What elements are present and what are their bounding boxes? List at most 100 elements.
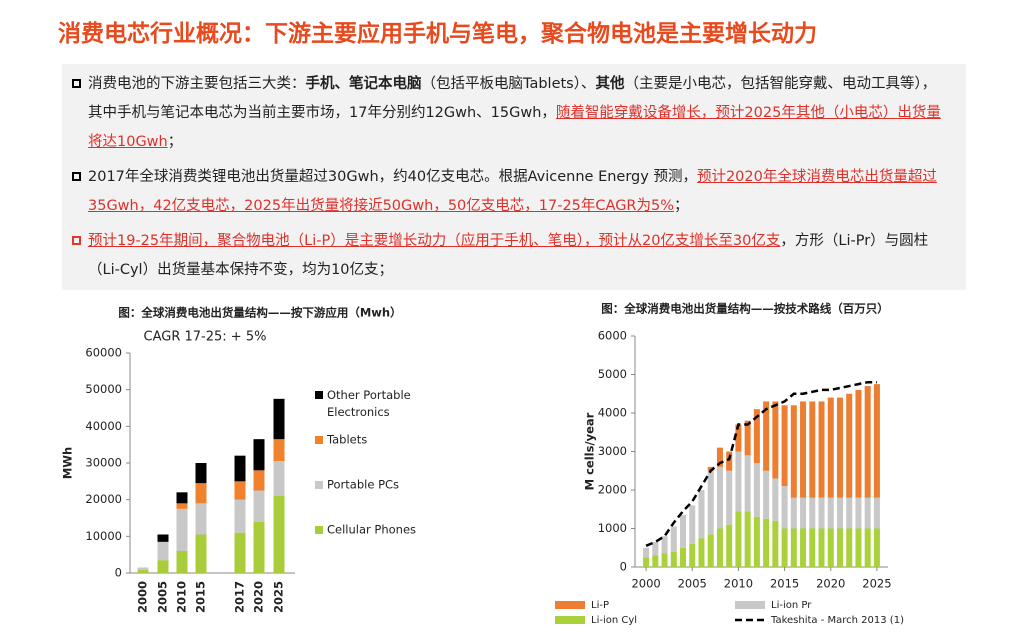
bar-segment (781, 405, 788, 487)
bar-segment (157, 534, 169, 542)
y-tick-label: 1000 (598, 521, 627, 535)
bullet-marker (72, 236, 81, 245)
bar-segment (827, 528, 834, 567)
bullet-text: ； (167, 134, 183, 150)
legend-label: Li-ion Cyl (591, 615, 637, 626)
bar-segment (836, 528, 843, 567)
y-tick-label: 6000 (598, 329, 627, 343)
bullet-marker (72, 172, 81, 181)
bar-segment (735, 451, 742, 512)
bar-segment (234, 499, 246, 533)
bar-segment (176, 503, 188, 509)
bar-segment (855, 389, 862, 498)
legend-label: Takeshita - March 2013 (1) (770, 615, 904, 626)
y-tick-label: 0 (620, 560, 627, 574)
bullet-text: 预计19-25年期间，聚合物电池（Li-P）是主要增长动力（应用于手机、笔电），… (88, 233, 781, 249)
bar-segment (809, 401, 816, 498)
bar-segment (273, 439, 285, 462)
y-tick-label: 10000 (85, 529, 122, 543)
bar-segment (864, 497, 871, 529)
y-tick-label: 0 (115, 566, 122, 580)
y-tick-label: 50000 (85, 382, 122, 396)
bar-segment (195, 483, 207, 504)
bullet-text: （主要是小电芯，包括智能穿戴、电动工具等），其中手机与笔记本电芯为当前主要市场，… (88, 76, 937, 121)
legend-swatch (315, 526, 323, 534)
bullet: 2017年全球消费类锂电池出货量超过30Gwh，约40亿支电芯。根据Avicen… (62, 157, 966, 221)
bar-segment (716, 447, 723, 467)
bullet: 预计19-25年期间，聚合物电池（Li-P）是主要增长动力（应用于手机、笔电），… (62, 221, 966, 285)
legend-swatch (315, 436, 323, 444)
bullet-text: 消费电池的下游主要包括三大类： (88, 76, 306, 92)
bar-segment (253, 521, 265, 573)
y-tick-label: 3000 (598, 444, 627, 458)
bar-segment (137, 567, 149, 571)
bar-segment (753, 409, 760, 464)
bar-segment (137, 570, 149, 573)
y-axis-label: M cells/year (583, 412, 597, 490)
bar-segment (670, 526, 677, 552)
bar-segment (716, 528, 723, 567)
bar-segment (643, 557, 650, 567)
bar-segment (855, 528, 862, 567)
bar-segment (652, 541, 659, 556)
x-tick-label: 2000 (631, 577, 660, 591)
bar-segment (253, 490, 265, 522)
bar-segment (772, 520, 779, 567)
x-tick-label: 2010 (175, 581, 189, 613)
bar-segment (763, 401, 770, 471)
bar-segment (763, 470, 770, 519)
bar-segment (698, 538, 705, 567)
bar-segment (818, 401, 825, 498)
y-tick-label: 60000 (85, 346, 122, 360)
y-tick-label: 5000 (598, 367, 627, 381)
bar-segment (781, 528, 788, 567)
bar-segment (273, 496, 285, 573)
bar-segment (234, 532, 246, 573)
x-tick-label: 2025 (272, 581, 286, 613)
bar-segment (157, 541, 169, 561)
bar-segment (864, 528, 871, 567)
bar-segment (253, 470, 265, 491)
bar-segment (800, 401, 807, 498)
bar-segment (176, 492, 188, 504)
bar-segment (680, 515, 687, 548)
bar-segment (772, 478, 779, 521)
bar-segment (827, 397, 834, 498)
bar-segment (846, 528, 853, 567)
legend-label: Cellular Phones (327, 523, 416, 537)
bar-segment (670, 551, 677, 567)
bar-segment (176, 508, 188, 551)
bar-segment (809, 528, 816, 567)
bar-segment (680, 547, 687, 567)
bar-segment (726, 451, 733, 471)
x-tick-label: 2000 (136, 581, 150, 613)
bullet-marker (72, 79, 81, 88)
bar-segment (836, 497, 843, 529)
bar-segment (157, 560, 169, 573)
bar-segment (735, 511, 742, 567)
bar-segment (273, 461, 285, 496)
bar-segment (827, 497, 834, 529)
legend-label: Li-P (591, 600, 609, 611)
bar-segment (753, 463, 760, 517)
chart-title: 图：全球消费电池出货量结构——按下游应用（Mwh） (118, 306, 401, 320)
bar-segment (790, 528, 797, 567)
bar-segment (772, 401, 779, 479)
bar-segment (790, 405, 797, 498)
bar-segment (234, 481, 246, 500)
bar-segment (809, 497, 816, 529)
bar-segment (652, 555, 659, 567)
y-tick-label: 40000 (85, 419, 122, 433)
legend-label: Portable PCs (327, 478, 399, 492)
bar-segment (176, 551, 188, 573)
x-tick-label: 2015 (770, 577, 799, 591)
x-tick-label: 2010 (724, 577, 753, 591)
bullet-text: （包括平板电脑Tablets）、 (421, 76, 596, 92)
x-tick-label: 2015 (194, 581, 208, 613)
bar-segment (818, 528, 825, 567)
legend-swatch (555, 601, 585, 609)
bar-segment (873, 528, 880, 567)
page-title: 消费电芯行业概况：下游主要应用手机与笔电，聚合物电池是主要增长动力 (58, 21, 817, 47)
bar-segment (790, 497, 797, 529)
